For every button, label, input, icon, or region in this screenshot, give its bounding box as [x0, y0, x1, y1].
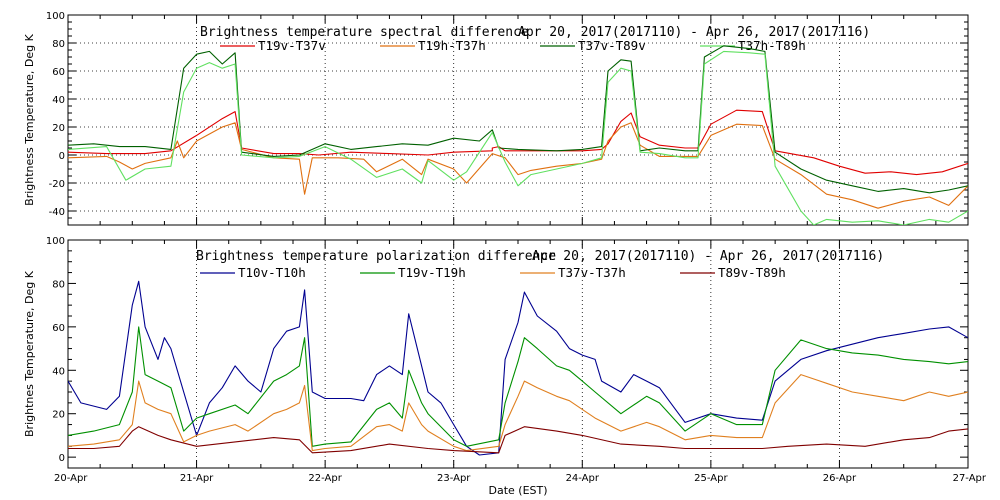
x-axis-tick-labels: 20-Apr 21-Apr 22-Apr 23-Apr 24-Apr 25-Apr 26-A…	[54, 473, 987, 484]
y-tick-label: 40	[52, 95, 65, 106]
series-line-t37v-t89v	[68, 45, 968, 194]
series-line-t19v-t19h	[68, 326, 968, 447]
y-tick-label: 20	[52, 410, 65, 421]
y-tick-label: 80	[52, 39, 65, 50]
x-tick-label: 27-Apr	[953, 473, 987, 484]
series-line-t89v-t89h	[68, 426, 968, 454]
axes-ticks: 0 20 40 60 80 100	[46, 236, 969, 469]
panel-date-range: Apr 20, 2017(2017110) - Apr 26, 2017(201…	[532, 249, 884, 264]
legend-entry: T37v-T37h	[558, 265, 626, 280]
series-line-t19h-t37h	[68, 122, 968, 209]
legend-entry: T19v-T37v	[258, 38, 326, 53]
panel-date-range: Apr 20, 2017(2017110) - Apr 26, 2017(201…	[518, 25, 870, 40]
axes-ticks: -40 -20 0 20 40 60 80 100	[46, 11, 969, 226]
legend-entry: T10v-T10h	[238, 265, 306, 280]
legend-entry: T37v-T89v	[578, 38, 646, 53]
series-line-t19v-t37v	[68, 109, 968, 176]
polarization-difference-panel: Brightness temperature polarization diff…	[23, 236, 969, 469]
panel-title: Brightness temperature spectral differen…	[200, 25, 529, 40]
y-tick-label: 40	[52, 366, 65, 377]
x-axis-label: Date (EST)	[488, 484, 547, 497]
y-axis-label: Brightness Temperature, Deg K	[23, 33, 36, 205]
x-tick-label: 26-Apr	[823, 473, 857, 484]
y-tick-label: 20	[52, 123, 65, 134]
x-tick-label: 22-Apr	[308, 473, 342, 484]
y-tick-label: 80	[52, 279, 65, 290]
y-tick-label: 0	[59, 151, 65, 162]
series-group	[68, 280, 968, 456]
x-tick-label: 23-Apr	[437, 473, 471, 484]
panel-frame	[67, 14, 969, 226]
y-tick-label: -20	[49, 179, 65, 190]
series-group	[68, 45, 968, 225]
y-tick-label: 60	[52, 67, 65, 78]
y-axis-label: Brightnes Temperature, Deg K	[23, 270, 36, 437]
panel-title: Brightness temperature polarization diff…	[196, 249, 556, 264]
legend-entry: T37h-T89h	[738, 38, 806, 53]
y-tick-label: -40	[49, 207, 65, 218]
legend-entry: T19h-T37h	[418, 38, 486, 53]
y-tick-label: 0	[59, 453, 65, 464]
series-line-t10v-t10h	[68, 280, 968, 456]
legend: T19v-T37v T19h-T37h T37v-T89v T37h-T89h	[220, 38, 806, 53]
y-tick-label: 100	[46, 236, 65, 247]
legend-entry: T19v-T19h	[398, 265, 466, 280]
spectral-difference-panel: Brightness temperature spectral differen…	[23, 11, 969, 226]
series-line-t37v-t37h	[68, 374, 968, 452]
x-tick-label: 24-Apr	[566, 473, 600, 484]
series-line-t37h-t89h	[68, 50, 968, 225]
legend-entry: T89v-T89h	[718, 265, 786, 280]
x-tick-label: 21-Apr	[180, 473, 214, 484]
x-tick-label: 25-Apr	[694, 473, 728, 484]
y-tick-label: 60	[52, 323, 65, 334]
y-tick-label: 100	[46, 11, 65, 22]
legend: T10v-T10h T19v-T19h T37v-T37h T89v-T89h	[200, 265, 786, 280]
x-tick-label: 20-Apr	[54, 473, 88, 484]
